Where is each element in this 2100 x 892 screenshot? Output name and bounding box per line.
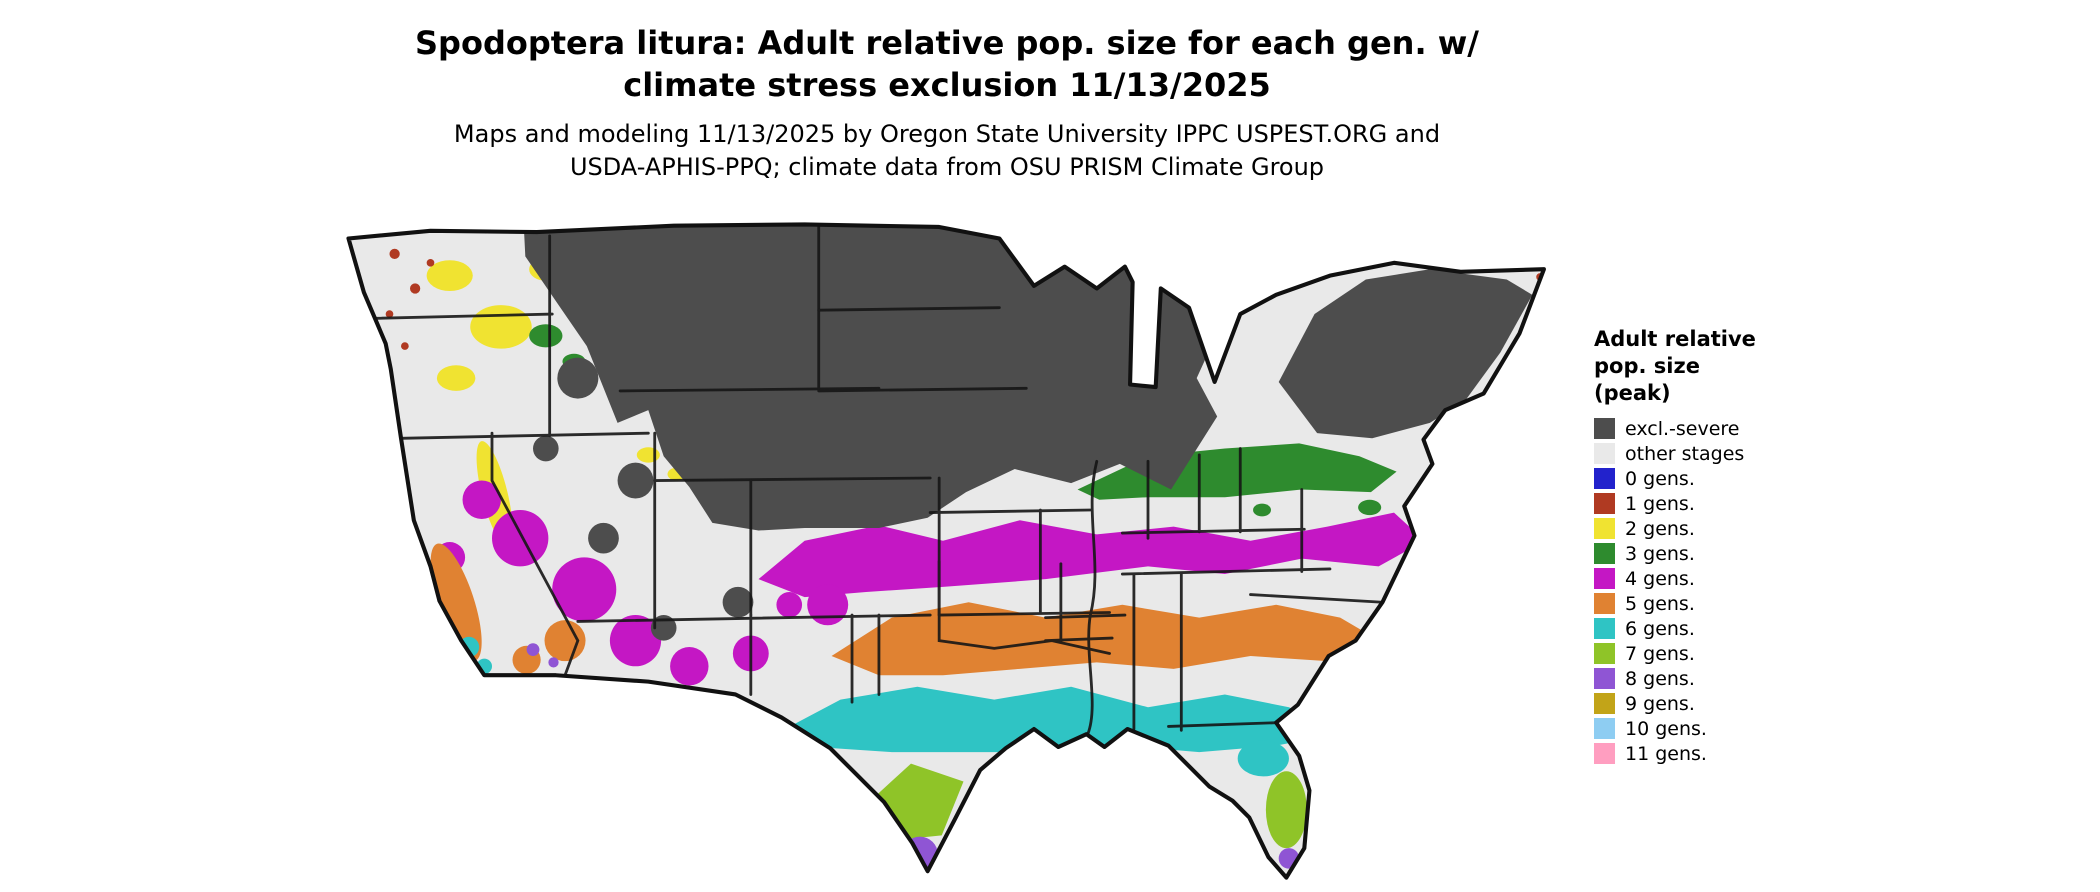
legend-item-label: 7 gens. [1625,642,1695,665]
legend-color-swatch [1594,418,1615,439]
legend-item: 3 gens. [1594,541,1914,566]
legend-color-swatch [1594,468,1615,489]
legend-item-label: 11 gens. [1625,742,1707,765]
legend-item-label: 3 gens. [1625,542,1695,565]
legend-item: 7 gens. [1594,641,1914,666]
legend-item: 10 gens. [1594,716,1914,741]
legend-item-label: 5 gens. [1625,592,1695,615]
legend-item-label: other stages [1625,442,1745,465]
map-subtitle: Maps and modeling 11/13/2025 by Oregon S… [297,118,1597,184]
legend-title: Adult relative pop. size (peak) [1594,326,1914,407]
legend-item-label: 10 gens. [1625,717,1707,740]
legend-item-label: 1 gens. [1625,492,1695,515]
legend-title-line-3: (peak) [1594,381,1671,405]
legend-item: 0 gens. [1594,466,1914,491]
map-title-line-1: Spodoptera litura: Adult relative pop. s… [415,24,1479,62]
legend-item: 9 gens. [1594,691,1914,716]
legend-item-label: 2 gens. [1625,517,1695,540]
us-outline [346,222,1546,880]
legend-item-label: excl.-severe [1625,417,1740,440]
band-6-gens [458,636,1343,777]
legend-item: 8 gens. [1594,666,1914,691]
legend-item-label: 4 gens. [1625,567,1695,590]
region-excluded-severe [522,224,1533,641]
legend-title-line-2: pop. size [1594,354,1700,378]
legend-color-swatch [1594,568,1615,589]
legend-color-swatch [1594,693,1615,714]
legend-color-swatch [1594,618,1615,639]
legend-item: 6 gens. [1594,616,1914,641]
us-map [328,218,1558,884]
map-subtitle-line-1: Maps and modeling 11/13/2025 by Oregon S… [453,120,1441,148]
legend-item-label: 0 gens. [1625,467,1695,490]
legend-color-swatch [1594,718,1615,739]
legend-item: 11 gens. [1594,741,1914,766]
legend-color-swatch [1594,743,1615,764]
us-map-svg [346,222,1546,880]
legend-item-label: 8 gens. [1625,667,1695,690]
map-title: Spodoptera litura: Adult relative pop. s… [297,22,1597,106]
legend-item-label: 9 gens. [1625,692,1695,715]
legend-color-swatch [1594,493,1615,514]
legend-color-swatch [1594,518,1615,539]
state-borders [348,224,1384,736]
legend: Adult relative pop. size (peak) excl.-se… [1594,326,1914,766]
map-subtitle-line-2: USDA-APHIS-PPQ; climate data from OSU PR… [569,153,1325,181]
legend-item: 1 gens. [1594,491,1914,516]
legend-color-swatch [1594,593,1615,614]
legend-item: 2 gens. [1594,516,1914,541]
legend-title-line-1: Adult relative [1594,327,1756,351]
legend-item: 5 gens. [1594,591,1914,616]
map-title-line-2: climate stress exclusion 11/13/2025 [623,66,1271,104]
legend-color-swatch [1594,668,1615,689]
legend-color-swatch [1594,443,1615,464]
legend-item: excl.-severe [1594,416,1914,441]
legend-color-swatch [1594,643,1615,664]
legend-items: excl.-severe other stages 0 gens. 1 gens… [1594,416,1914,766]
legend-item: 4 gens. [1594,566,1914,591]
legend-item: other stages [1594,441,1914,466]
legend-color-swatch [1594,543,1615,564]
legend-item-label: 6 gens. [1625,617,1695,640]
band-1-gens [385,248,1544,350]
